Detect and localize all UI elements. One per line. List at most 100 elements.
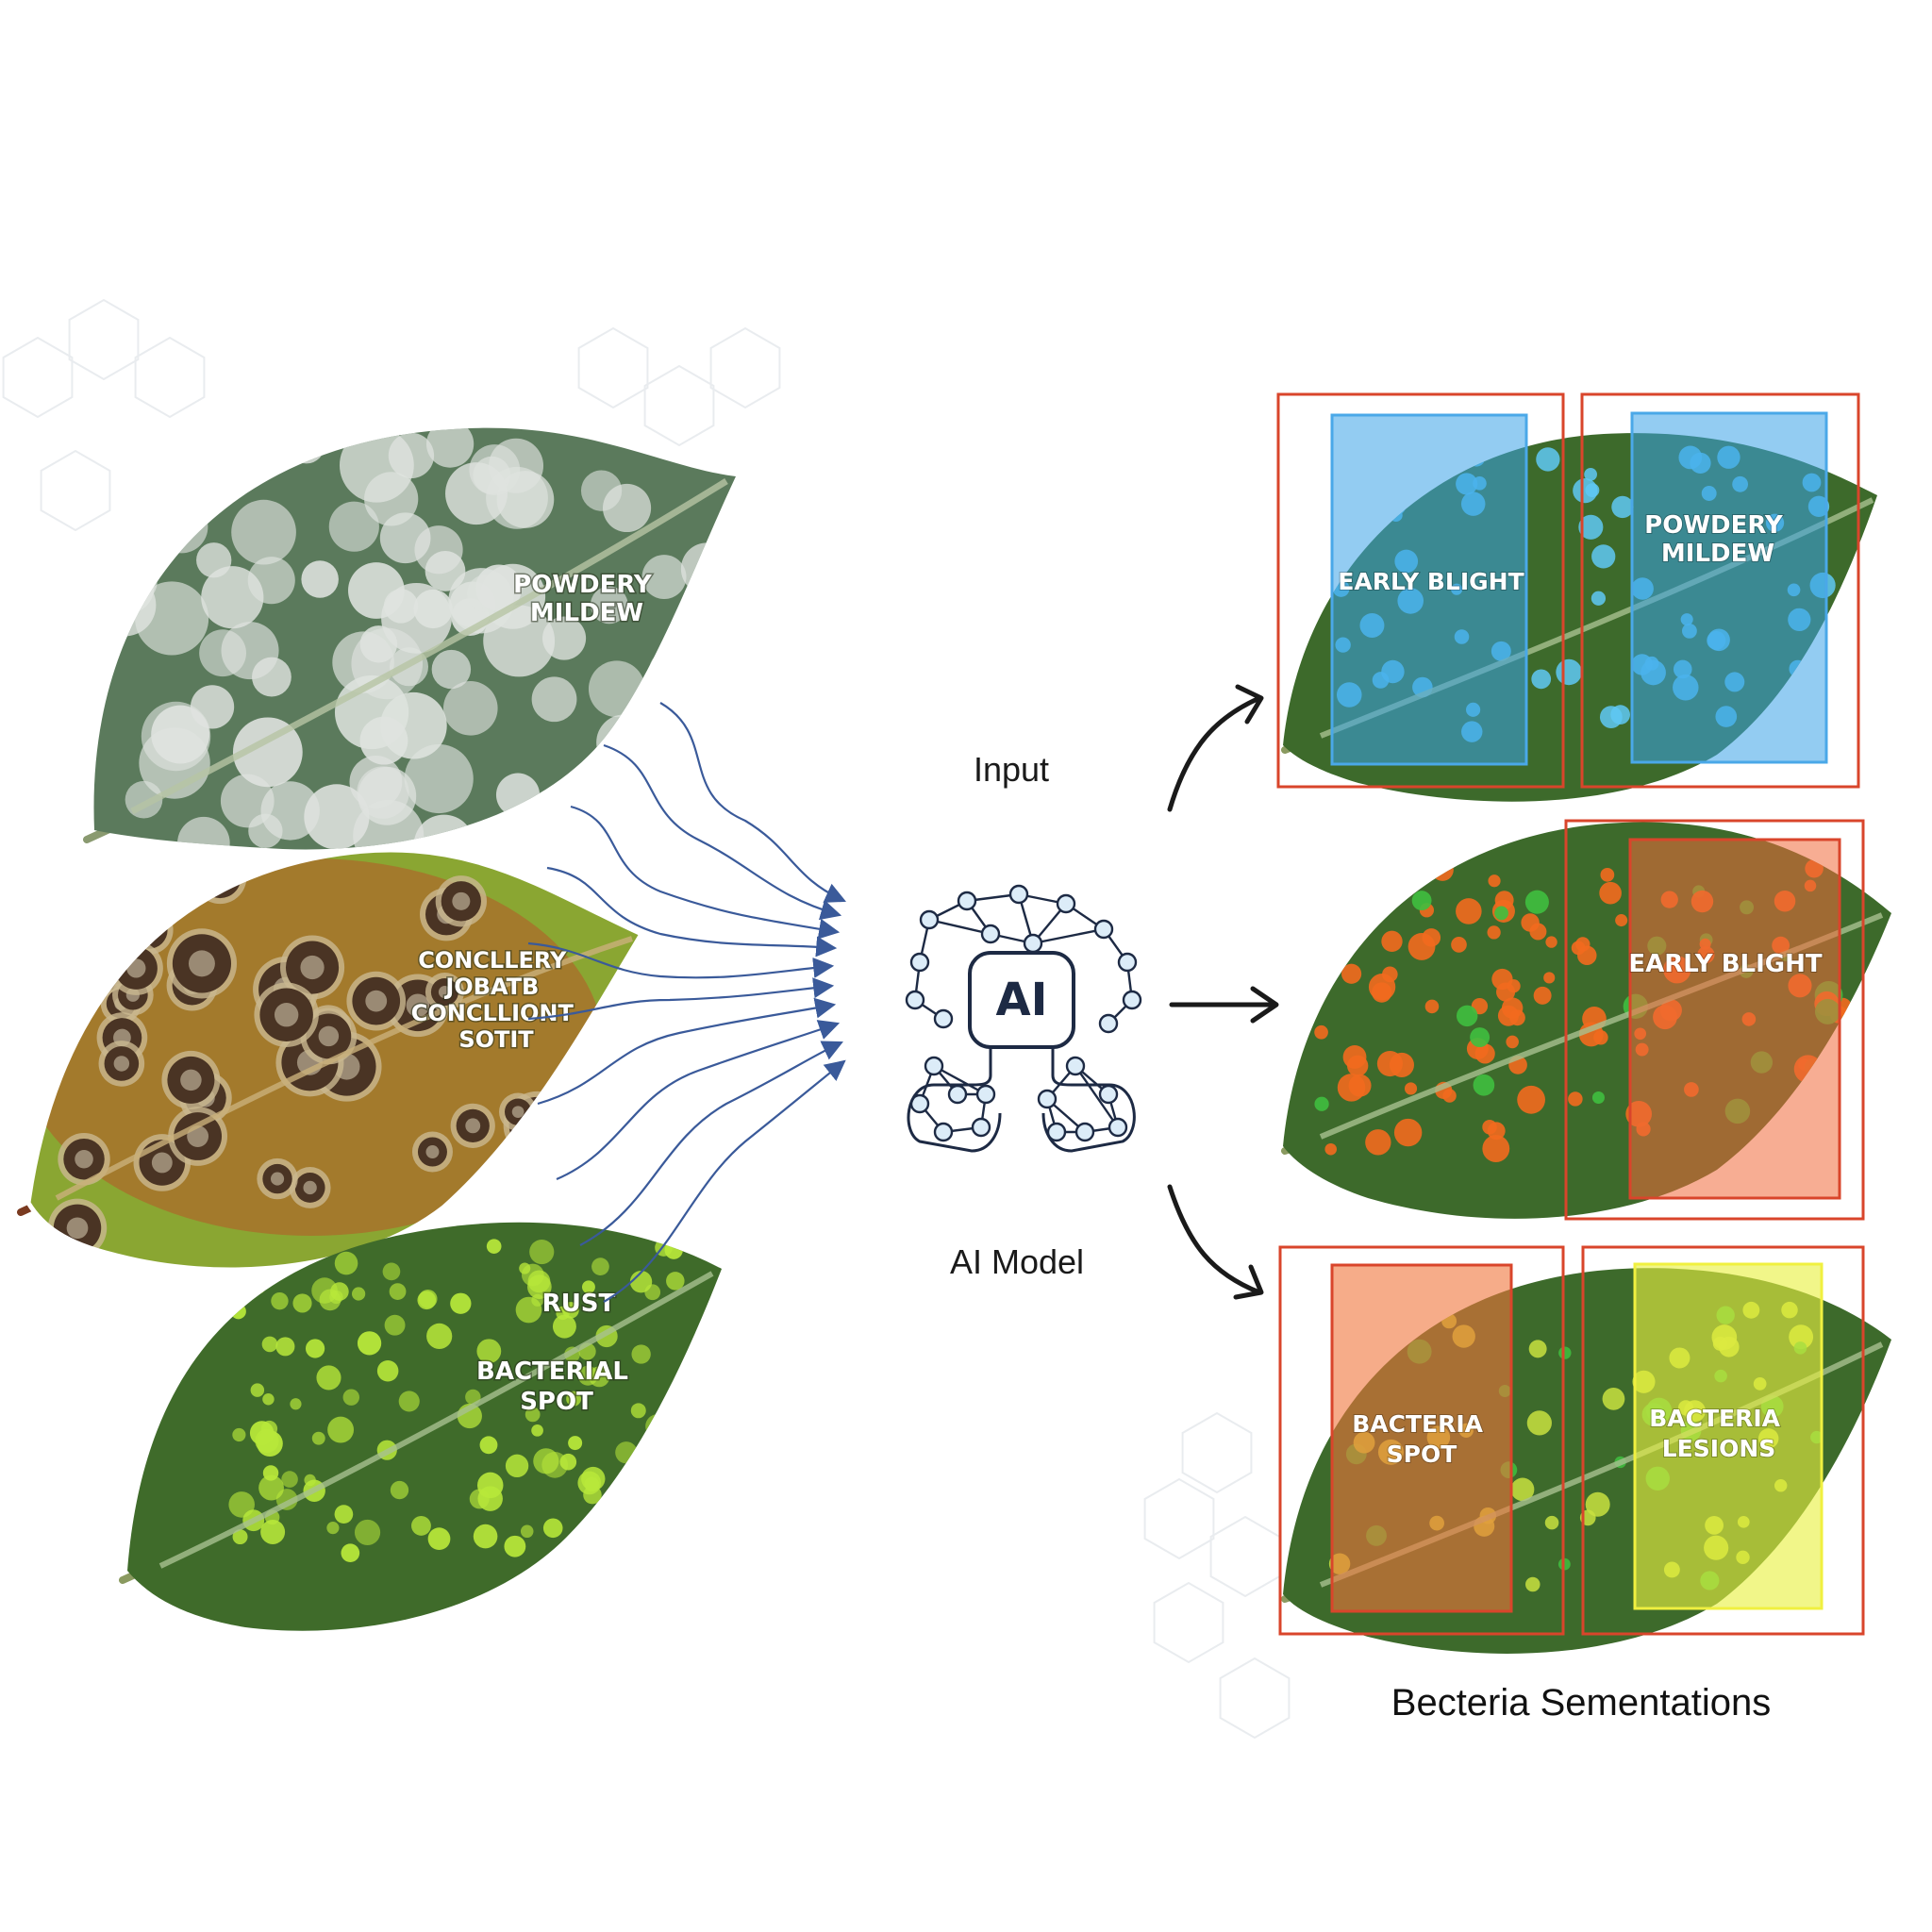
detected-spot — [1510, 1477, 1535, 1502]
bacterial-spot — [260, 1520, 286, 1544]
input-leaf-2-line-3: CONCLLIONT — [411, 1000, 575, 1026]
mildew-patch — [641, 555, 687, 600]
bacterial-spot — [666, 1272, 685, 1291]
lesion-center — [188, 950, 215, 977]
output-3-box-2-line-2: LESIONS — [1662, 1435, 1776, 1462]
bacterial-spot — [584, 1476, 600, 1492]
mildew-patch — [590, 586, 628, 625]
bacterial-spot — [262, 1393, 275, 1406]
input-leaf-1-line-2: MILDEW — [530, 599, 643, 627]
bacterial-spot — [504, 1535, 526, 1557]
detected-spot — [1314, 1024, 1328, 1040]
mildew-patch — [221, 622, 279, 680]
detected-spot — [1506, 1035, 1519, 1049]
mildew-patch — [167, 427, 237, 470]
output-3-box-bacteria-lesions — [1633, 1262, 1824, 1610]
bacterial-spot — [529, 1239, 555, 1265]
bacterial-spot — [479, 1436, 498, 1455]
network-node — [909, 952, 930, 973]
mildew-patch — [541, 616, 587, 660]
input-leaf-bacterial-spot: RUST BACTERIAL SPOT — [119, 1222, 722, 1631]
background-hexagon — [1181, 1411, 1253, 1494]
detected-spot — [1585, 1491, 1610, 1517]
detected-spot — [1354, 859, 1383, 889]
output-3-frame-left — [1278, 1245, 1565, 1636]
mildew-patch — [414, 525, 463, 575]
bacterial-spot — [232, 1529, 248, 1545]
lesion-center — [554, 1150, 581, 1177]
output-3-box-2-line-1: BACTERIA — [1649, 1405, 1780, 1432]
bacterial-spot — [245, 1274, 267, 1295]
bacterial-spot — [305, 1339, 325, 1358]
lesion-center — [113, 1056, 130, 1072]
detected-spot — [1544, 1515, 1559, 1530]
bacterial-spot — [450, 1292, 472, 1314]
background-hexagon — [577, 326, 649, 409]
network-edge — [1032, 927, 1105, 945]
bacterial-spot — [376, 1359, 399, 1382]
mildew-patch — [649, 651, 687, 689]
output-2-box-1-line-1: EARLY BLIGHT — [1628, 950, 1822, 978]
output-leaf-1: EARLY BLIGHT POWDERY MILDEW — [1276, 392, 1877, 802]
bacterial-spot — [334, 1251, 358, 1275]
network-node — [1108, 1117, 1128, 1138]
lesion-center — [75, 1149, 93, 1169]
mildew-patch — [531, 676, 577, 723]
background-hexagon — [1209, 1515, 1281, 1598]
detected-spot — [1318, 867, 1338, 886]
output-1-box-2-line-2: MILDEW — [1661, 540, 1774, 568]
lesion-center — [511, 1106, 525, 1119]
detected-spot — [1314, 1096, 1329, 1111]
input-label: Input — [974, 750, 1049, 789]
lesion-spot — [538, 1134, 597, 1193]
mildew-patch — [680, 542, 734, 595]
detected-spot — [1578, 514, 1604, 540]
lesion-spot — [117, 856, 170, 908]
background-hexagon — [1153, 1581, 1224, 1664]
network-node — [919, 909, 940, 930]
bacterial-spot — [426, 1323, 453, 1349]
bacterial-spot — [644, 1284, 661, 1301]
output-caption: Becteria Sementations — [1391, 1682, 1771, 1724]
mildew-patch — [232, 717, 303, 788]
mildew-patch — [364, 472, 419, 526]
detected-spot — [1591, 544, 1616, 569]
bacterial-spot — [520, 1524, 534, 1539]
network-node — [980, 924, 1001, 944]
detected-spot — [1591, 591, 1607, 606]
input-leaf-powdery-mildew: POWDERY MILDEW — [83, 427, 736, 850]
output-2-box-early-blight — [1628, 838, 1841, 1200]
output-3-box-1-label: BACTERIA SPOT — [1352, 1410, 1491, 1468]
output-1-box-2-line-1: POWDERY — [1644, 511, 1784, 540]
mildew-patch — [475, 564, 523, 611]
network-node — [1008, 884, 1029, 905]
detected-spot — [1451, 937, 1467, 953]
detected-spot — [1346, 1055, 1369, 1076]
bacterial-spot — [230, 1303, 246, 1320]
detected-spot — [1521, 913, 1540, 932]
detected-spot — [1487, 1122, 1506, 1141]
detected-spot — [1531, 669, 1552, 690]
bacterial-spot — [411, 1515, 431, 1536]
detected-spot — [1431, 858, 1454, 881]
input-leaf-2-line-1: CONCLLERY — [418, 947, 567, 974]
lesion-halo — [111, 850, 175, 914]
mildew-patch — [431, 649, 472, 690]
bacterial-spot — [627, 1460, 646, 1479]
lesion-center — [270, 1172, 285, 1186]
bacterial-spot — [568, 1436, 583, 1451]
bacterial-spot — [311, 1431, 325, 1445]
lesion-center — [465, 1118, 481, 1134]
detected-spot — [1517, 1085, 1545, 1114]
bacterial-spot — [527, 1270, 551, 1293]
mildew-patch — [651, 658, 719, 724]
mildew-patch — [353, 800, 425, 850]
bacterial-spot — [589, 1366, 610, 1388]
bacterial-spot — [334, 1505, 354, 1524]
output-1-box-powdery-mildew — [1630, 411, 1828, 764]
network-edge — [1074, 1065, 1119, 1128]
output-2-frame — [1564, 819, 1865, 1221]
network-node — [1023, 933, 1043, 954]
lesion-center — [151, 1152, 173, 1174]
lesion-center — [94, 959, 114, 979]
